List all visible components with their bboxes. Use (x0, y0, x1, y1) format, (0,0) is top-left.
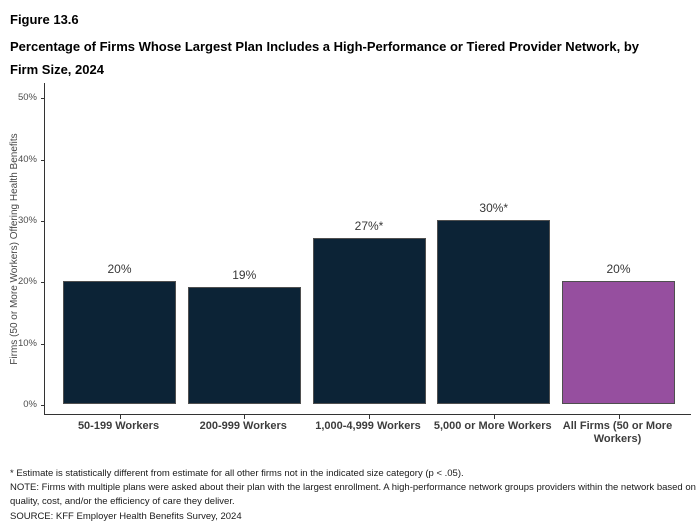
bar-value-label: 30%* (479, 201, 509, 215)
x-tick-mark (119, 415, 121, 419)
bar-3 (312, 238, 426, 404)
x-axis-label: 1,000-4,999 Workers (315, 420, 421, 432)
y-axis-title: Firms (50 or More Workers) Offering Heal… (9, 133, 20, 365)
y-tick-mark (41, 98, 44, 100)
plot-area: 20% 19% 27%* 30%* 20% 0% 10% 20% 30% 40% 50% (18, 83, 691, 419)
y-tick-mark (41, 282, 44, 284)
bar-1 (63, 281, 176, 404)
y-tick-label: 10% (17, 337, 37, 349)
y-tick-label: 20% (17, 276, 37, 288)
x-tick-mark (244, 415, 246, 419)
y-tick-label: 50% (17, 92, 37, 104)
x-axis-labels: 50-199 Workers 200-999 Workers 1,000-4,999… (0, 420, 698, 450)
y-tick-mark (41, 343, 44, 345)
x-axis-label: 200-999 Workers (199, 420, 287, 432)
y-tick-mark (41, 405, 44, 406)
y-tick-mark (41, 159, 44, 161)
x-axis-label: 5,000 or More Workers (433, 420, 552, 432)
figure-footnotes: * Estimate is statistically different fr… (10, 467, 698, 524)
footnote-source: SOURCE: KFF Employer Health Benefits Sur… (10, 510, 242, 522)
y-tick-label: 40% (17, 153, 37, 165)
bar-value-label: 20% (606, 262, 631, 276)
y-tick-label: 0% (23, 399, 37, 410)
x-axis-label: All Firms (50 or More Workers) (562, 420, 673, 445)
y-tick-label: 30% (17, 214, 37, 226)
figure-label: Figure 13.6 (10, 12, 79, 27)
bar-4 (437, 220, 551, 404)
footnote-significance: * Estimate is statistically different fr… (10, 468, 464, 479)
footnote-note: NOTE: Firms with multiple plans were ask… (10, 482, 696, 508)
x-tick-mark (493, 415, 495, 419)
bar-5 (562, 281, 675, 404)
bar-value-label: 19% (232, 268, 257, 282)
bar-value-label: 27%* (354, 219, 384, 233)
x-tick-mark (618, 415, 620, 419)
bar-value-label: 20% (107, 262, 132, 276)
x-tick-mark (369, 415, 370, 419)
bar-2 (187, 287, 301, 404)
y-tick-mark (41, 220, 44, 222)
x-axis-label: 50-199 Workers (77, 420, 160, 432)
figure-header: Figure 13.6 Percentage of Firms Whose La… (10, 12, 670, 81)
figure-title: Percentage of Firms Whose Largest Plan I… (10, 39, 639, 77)
